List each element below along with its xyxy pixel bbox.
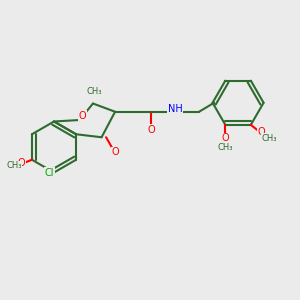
Text: NH: NH: [168, 104, 182, 114]
Text: Cl: Cl: [45, 167, 54, 178]
Text: O: O: [111, 147, 119, 157]
Text: O: O: [79, 110, 86, 121]
Text: O: O: [221, 133, 229, 143]
Text: CH₃: CH₃: [6, 161, 22, 170]
Text: O: O: [18, 158, 25, 168]
Text: CH₃: CH₃: [87, 87, 102, 96]
Text: CH₃: CH₃: [218, 143, 233, 152]
Text: CH₃: CH₃: [261, 134, 277, 143]
Text: O: O: [257, 127, 265, 137]
Text: O: O: [147, 125, 155, 135]
